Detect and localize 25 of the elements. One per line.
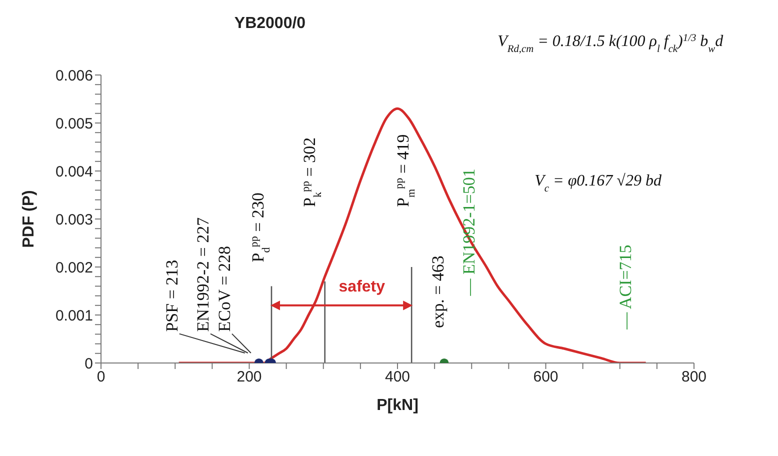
- line-series: [178, 107, 648, 363]
- y-tick-label: 0.002: [55, 259, 93, 276]
- y-tick-label: 0.006: [55, 67, 93, 84]
- x-tick-label: 400: [384, 368, 410, 386]
- annotation: — EN1992-1=501: [460, 168, 479, 297]
- y-axis-title: PDF (P): [20, 190, 38, 248]
- y-tick-label: 0.001: [55, 307, 93, 324]
- annotation: exp. = 463: [428, 256, 448, 328]
- x-tick-label: 200: [236, 368, 262, 386]
- y-tick-label: 0.004: [55, 163, 93, 180]
- annotation: EN1992-2 = 227: [193, 216, 212, 332]
- annotation: safety: [338, 278, 386, 296]
- y-tick-label: 0.005: [55, 115, 93, 132]
- x-axis-title: P[kN]: [376, 397, 418, 414]
- annotation: V$_{c}$ = φ0.167 √29 bd: [534, 172, 662, 194]
- y-tick-label: 0: [84, 355, 93, 372]
- chart-title: YB2000/0: [234, 15, 306, 32]
- x-tick-label: 800: [681, 368, 707, 386]
- annotation: PSF = 213: [162, 260, 182, 332]
- x-tick-label: 600: [533, 368, 558, 386]
- annotation: — ACI=715: [616, 244, 635, 330]
- x-tick-label: 0: [96, 368, 106, 386]
- y-tick-label: 0.003: [55, 211, 93, 228]
- annotation: ECoV = 228: [214, 246, 234, 332]
- text: V$_{Rd,cm}$ = 0.18/1.5 k(100 ρ$_{l}$ f$_{ck}$)$^{1/3}$ b$_{w}$d: [498, 32, 724, 55]
